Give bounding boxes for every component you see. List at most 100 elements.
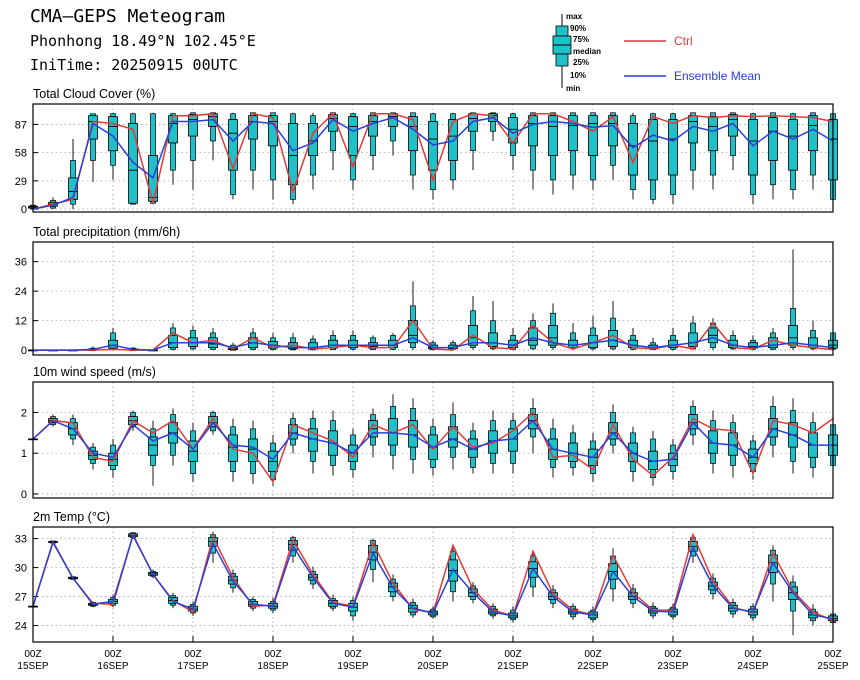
legend-ctrl-label: Ctrl xyxy=(674,34,693,48)
precip-ytick-label: 12 xyxy=(15,316,27,328)
legend-box-upper-outer xyxy=(555,25,569,37)
x-tick-label-date: 16SEP xyxy=(97,661,128,672)
precip-box xyxy=(788,249,798,351)
cloud-box-upper xyxy=(670,113,676,120)
wind-box xyxy=(768,396,778,458)
temp-box-lower xyxy=(610,578,616,590)
precip-box-lower xyxy=(710,342,716,348)
wind-box-upper xyxy=(350,434,356,446)
cloud-box xyxy=(408,112,418,190)
cloud-box-iqr xyxy=(808,115,818,152)
cloud-ytick-label: 58 xyxy=(15,148,27,160)
x-tick-label-date: 15SEP xyxy=(17,661,48,672)
precip-box xyxy=(568,323,578,351)
wind-box-lower xyxy=(510,450,516,464)
cloud-box-iqr xyxy=(128,123,138,204)
wind-box xyxy=(108,438,118,478)
wind-box-lower xyxy=(390,444,396,456)
cloud-box-upper xyxy=(310,115,316,124)
wind-box-upper xyxy=(690,406,696,415)
temp-box-lower xyxy=(370,559,376,570)
wind-box-upper xyxy=(270,442,276,452)
precip-box-upper xyxy=(770,332,776,339)
precip-box xyxy=(208,327,218,351)
wind-ctrl-line xyxy=(32,411,834,484)
cloud-box-lower xyxy=(310,155,316,176)
wind-box-lower xyxy=(610,438,616,446)
cloud-ytick-label: 87 xyxy=(15,119,27,131)
wind-box xyxy=(268,434,278,486)
wind-box-lower xyxy=(310,450,316,462)
x-tick-label-hour: 00Z xyxy=(424,649,441,660)
wind-box-upper xyxy=(770,406,776,419)
wind-box-lower xyxy=(770,436,776,446)
wind-box-lower xyxy=(410,446,416,460)
precip-mean-line xyxy=(33,336,834,351)
cloud-box xyxy=(668,112,678,205)
wind-box xyxy=(728,414,738,478)
precip-box-upper xyxy=(790,307,796,326)
cloud-box xyxy=(768,112,778,200)
cloud-box-iqr xyxy=(548,115,558,156)
box-legend: max 90% 75% median 25% 10% min xyxy=(552,12,601,93)
precip-ytick-label: 36 xyxy=(15,257,27,269)
cloud-box-upper xyxy=(110,113,116,117)
cloud-box xyxy=(748,112,758,205)
temp-box-lower xyxy=(770,572,776,585)
precip-box-upper xyxy=(290,337,296,344)
cloud-box-lower xyxy=(710,150,716,176)
cloud-box-lower xyxy=(810,150,816,176)
precip-box-iqr xyxy=(348,339,358,349)
cloud-ytick-label: 0 xyxy=(21,204,27,216)
precip-box-iqr xyxy=(108,339,118,349)
x-tick-label-date: 17SEP xyxy=(177,661,208,672)
wind-box-lower xyxy=(170,442,176,456)
wind-box-lower xyxy=(290,438,296,446)
wind-box xyxy=(308,410,318,474)
x-tick-label-hour: 00Z xyxy=(584,649,601,660)
cloud-box-upper xyxy=(450,113,456,120)
cloud-box-upper xyxy=(510,113,516,118)
precip-box-upper xyxy=(730,334,736,341)
wind-box-upper xyxy=(570,432,576,444)
precip-box-lower xyxy=(410,342,416,348)
precip-box xyxy=(768,327,778,351)
wind-box-lower xyxy=(190,461,196,474)
precip-ytick-label: 0 xyxy=(21,345,27,357)
precip-box-upper xyxy=(810,330,816,339)
precip-box-upper xyxy=(490,320,496,334)
temp-box-lower xyxy=(730,610,736,615)
wind-box-upper xyxy=(190,430,196,442)
cloud-box-iqr xyxy=(708,116,718,152)
wind-box-lower xyxy=(370,436,376,446)
temp-box-lower xyxy=(450,580,456,593)
cloud-box-iqr xyxy=(288,123,298,186)
wind-box-upper xyxy=(230,426,236,436)
precip-box-upper xyxy=(270,337,276,342)
wind-panel: 10m wind speed (m/s) 0 1 2 xyxy=(21,365,838,501)
cloud-box-upper xyxy=(710,112,716,117)
cloud-box-lower xyxy=(110,150,116,166)
temp-box-lower xyxy=(550,599,556,604)
wind-ytick-label: 2 xyxy=(21,408,27,420)
wind-box xyxy=(648,430,658,486)
cloud-box-lower xyxy=(90,138,96,161)
wind-box-upper xyxy=(110,444,116,454)
precip-panel-title: Total precipitation (mm/6h) xyxy=(33,225,180,239)
precip-box-upper xyxy=(630,334,636,341)
cloud-box-iqr xyxy=(308,123,318,156)
cloud-box xyxy=(688,112,698,190)
wind-box-upper xyxy=(250,428,256,440)
wind-box-upper xyxy=(550,428,556,440)
wind-box xyxy=(468,422,478,474)
precip-box-upper xyxy=(670,334,676,341)
legend-label-p25: 25% xyxy=(573,58,589,67)
temp-box-upper xyxy=(410,602,416,606)
wind-box-lower xyxy=(150,454,156,466)
temp-box-lower xyxy=(630,599,636,604)
cloud-panel-frame xyxy=(32,103,834,213)
legend-label-max: max xyxy=(566,12,583,21)
cloud-box xyxy=(808,112,818,190)
wind-box-lower xyxy=(350,461,356,470)
precip-box-iqr xyxy=(168,334,178,349)
